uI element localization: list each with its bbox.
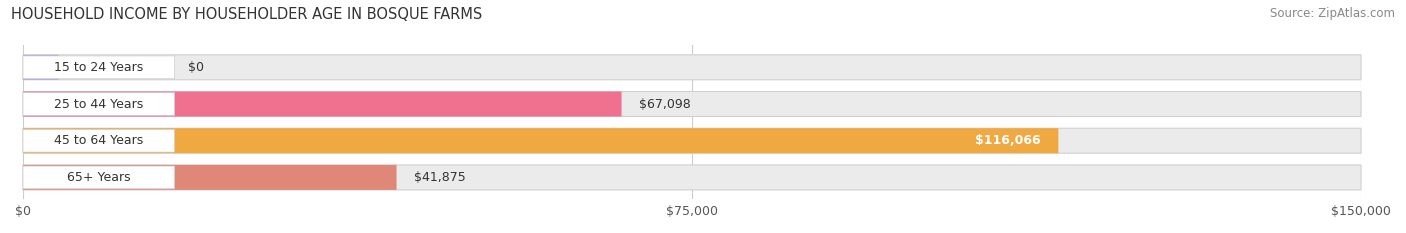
- FancyBboxPatch shape: [22, 56, 174, 79]
- FancyBboxPatch shape: [22, 92, 621, 116]
- FancyBboxPatch shape: [22, 55, 1361, 80]
- FancyBboxPatch shape: [22, 165, 1361, 190]
- Text: $0: $0: [188, 61, 204, 74]
- Text: $116,066: $116,066: [974, 134, 1040, 147]
- FancyBboxPatch shape: [22, 129, 174, 152]
- Text: $67,098: $67,098: [640, 98, 692, 110]
- Text: HOUSEHOLD INCOME BY HOUSEHOLDER AGE IN BOSQUE FARMS: HOUSEHOLD INCOME BY HOUSEHOLDER AGE IN B…: [11, 7, 482, 22]
- FancyBboxPatch shape: [22, 92, 1361, 116]
- Text: 45 to 64 Years: 45 to 64 Years: [55, 134, 143, 147]
- Text: 15 to 24 Years: 15 to 24 Years: [55, 61, 143, 74]
- FancyBboxPatch shape: [22, 165, 396, 190]
- Text: Source: ZipAtlas.com: Source: ZipAtlas.com: [1270, 7, 1395, 20]
- Text: $41,875: $41,875: [415, 171, 467, 184]
- FancyBboxPatch shape: [22, 55, 59, 80]
- FancyBboxPatch shape: [22, 166, 174, 189]
- FancyBboxPatch shape: [22, 128, 1059, 153]
- Text: 65+ Years: 65+ Years: [67, 171, 131, 184]
- FancyBboxPatch shape: [22, 93, 174, 115]
- FancyBboxPatch shape: [22, 128, 1361, 153]
- Text: 25 to 44 Years: 25 to 44 Years: [55, 98, 143, 110]
